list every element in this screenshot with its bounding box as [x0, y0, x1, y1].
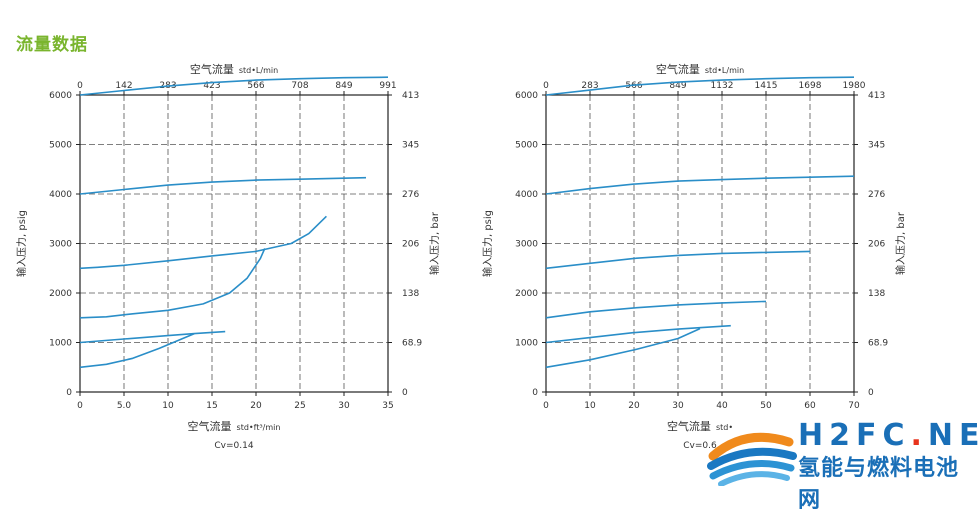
- right-y-tick-label: 345: [402, 141, 419, 151]
- pressure-curve-5: [545, 324, 731, 344]
- x-tick-label: 10: [584, 401, 596, 411]
- y-axis-title: 输入压力, psig: [481, 210, 494, 277]
- right-y-tick-label: 138: [868, 289, 885, 299]
- charts-canvas: 0 5.0 10 15 20 25 30 35 0 142 283 423 566 708 849 991 0 1…: [15, 62, 907, 451]
- top-x-tick-label: 566: [247, 81, 264, 91]
- x-tick-label: 0: [77, 401, 83, 411]
- y-tick-label: 0: [66, 388, 72, 398]
- y-tick-label: 5000: [49, 141, 72, 151]
- y-tick-label: 5000: [515, 141, 538, 151]
- top-x-tick-label: 991: [379, 81, 396, 91]
- pressure-curve-5: [79, 330, 226, 344]
- top-x-tick-label: 0: [77, 81, 83, 91]
- top-x-tick-label: 142: [115, 81, 132, 91]
- top-x-axis-title-unit: std•L/min: [705, 66, 744, 75]
- right-y-tick-label: 206: [402, 240, 419, 250]
- x-tick-label: 15: [206, 401, 217, 411]
- x-axis-title-unit: std•ft³/min: [237, 423, 281, 432]
- pressure-curve-6: [545, 327, 701, 369]
- x-tick-label: 30: [338, 401, 350, 411]
- top-x-tick-label: 1698: [799, 81, 822, 91]
- right-y-tick-label: 413: [868, 91, 885, 101]
- y-tick-label: 3000: [515, 240, 538, 250]
- right-y-axis-title: 输入压力, bar: [894, 211, 907, 275]
- x-tick-label: 20: [250, 401, 262, 411]
- x-tick-label: 50: [760, 401, 772, 411]
- y-tick-label: 0: [532, 388, 538, 398]
- top-x-tick-label: 1980: [843, 81, 866, 91]
- pressure-curve-3: [545, 250, 811, 270]
- right-y-tick-label: 276: [402, 190, 419, 200]
- x-axis-title-unit: std•: [716, 423, 733, 432]
- pressure-curve-4: [79, 248, 266, 319]
- y-axis-title: 输入压力, psig: [15, 210, 28, 277]
- y-tick-label: 4000: [49, 190, 72, 200]
- x-tick-label: 60: [804, 401, 816, 411]
- y-tick-label: 1000: [49, 339, 72, 349]
- page-title: 流量数据: [16, 35, 88, 55]
- right-y-tick-label: 68.9: [868, 339, 888, 349]
- top-x-tick-label: 1132: [711, 81, 734, 91]
- right-y-tick-label: 276: [868, 190, 885, 200]
- right-y-tick-label: 68.9: [402, 339, 422, 349]
- top-x-tick-label: 708: [291, 81, 308, 91]
- right-y-tick-label: 0: [402, 388, 408, 398]
- x-tick-label: 40: [716, 401, 728, 411]
- top-x-tick-label: 566: [625, 81, 642, 91]
- top-x-axis-title-unit: std•L/min: [239, 66, 278, 75]
- x-axis-title-main: 空气流量: [188, 419, 232, 433]
- top-x-tick-label: 849: [335, 81, 352, 91]
- top-x-tick-label: 849: [669, 81, 686, 91]
- y-tick-label: 2000: [49, 289, 72, 299]
- y-tick-label: 3000: [49, 240, 72, 250]
- top-x-axis-title-main: 空气流量: [190, 62, 234, 76]
- right-y-tick-label: 206: [868, 240, 885, 250]
- pressure-curve-2: [79, 176, 367, 195]
- top-x-tick-label: 1415: [755, 81, 778, 91]
- logo-main: H2FC: [798, 418, 911, 453]
- y-tick-label: 6000: [515, 91, 538, 101]
- right-y-tick-label: 138: [402, 289, 419, 299]
- y-tick-label: 1000: [515, 339, 538, 349]
- top-x-axis-title: 空气流量 std•L/min: [656, 62, 744, 76]
- top-x-tick-label: 423: [203, 81, 220, 91]
- pressure-curve-4: [545, 300, 767, 319]
- pressure-curve-3: [79, 215, 327, 270]
- pressure-curve-1: [79, 76, 389, 96]
- right-y-tick-label: 345: [868, 141, 885, 151]
- pressure-curve-6: [79, 332, 195, 369]
- x-axis-title: 空气流量 std•ft³/min: [188, 419, 281, 433]
- chart-1: 0 5.0 10 15 20 25 30 350 142 283 423 566 708 849 99101…: [15, 62, 441, 451]
- x-tick-label: 20: [628, 401, 640, 411]
- x-tick-label: 25: [294, 401, 305, 411]
- x-tick-label: 10: [162, 401, 174, 411]
- right-y-tick-label: 0: [868, 388, 874, 398]
- logo-tld: NET: [927, 418, 979, 453]
- logo-text: H2FC.NET: [798, 418, 979, 453]
- x-tick-label: 70: [848, 401, 860, 411]
- right-y-axis-title: 输入压力, bar: [428, 211, 441, 275]
- x-axis-title-main: 空气流量: [667, 419, 711, 433]
- top-x-tick-label: 0: [543, 81, 549, 91]
- pressure-curve-1: [545, 76, 855, 96]
- y-tick-label: 2000: [515, 289, 538, 299]
- top-x-tick-label: 283: [581, 81, 598, 91]
- top-x-axis-title: 空气流量 std•L/min: [190, 62, 278, 76]
- y-tick-label: 4000: [515, 190, 538, 200]
- logo-waves-icon: [707, 432, 797, 486]
- x-tick-label: 0: [543, 401, 549, 411]
- cv-caption: Cv=0.14: [214, 441, 253, 451]
- right-y-tick-label: 413: [402, 91, 419, 101]
- x-tick-label: 5.0: [117, 401, 132, 411]
- x-tick-label: 35: [382, 401, 393, 411]
- cv-caption: Cv=0.6: [683, 441, 717, 451]
- y-tick-label: 6000: [49, 91, 72, 101]
- logo-dot: .: [910, 418, 928, 453]
- top-x-axis-title-main: 空气流量: [656, 62, 700, 76]
- chart-2: 0 10 20 30 40 50 60 70 0 283 566 849 1132 1415 1698 198…: [481, 62, 907, 451]
- pressure-curve-2: [545, 175, 855, 195]
- logo-subtitle: 氢能与燃料电池网: [798, 456, 960, 513]
- x-tick-label: 30: [672, 401, 684, 411]
- x-axis-title: 空气流量 std•: [667, 419, 733, 433]
